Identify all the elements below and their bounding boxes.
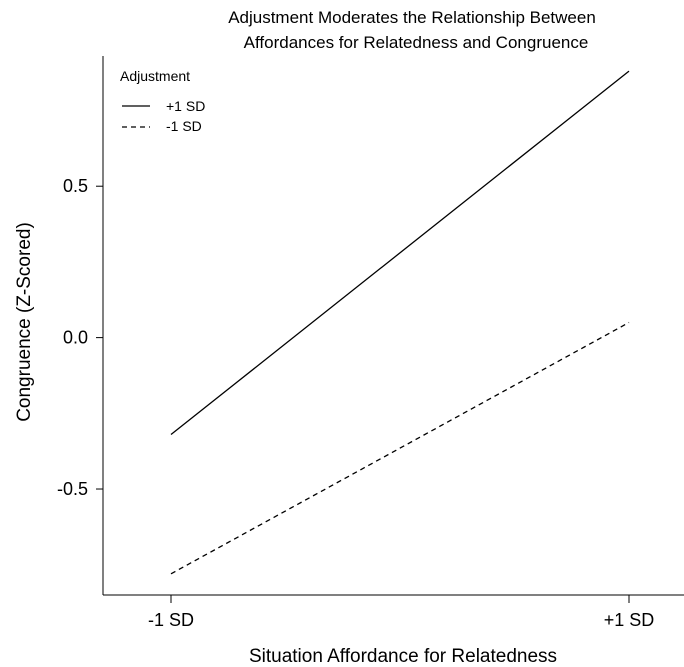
plot-lines	[170, 70, 630, 575]
y-axis-title: Congruence (Z-Scored)	[14, 222, 35, 422]
y-tick-label: -0.5	[57, 479, 88, 499]
legend: Adjustment +1 SD -1 SD	[120, 68, 205, 134]
series-line-1	[170, 70, 630, 436]
y-tick-label: 0.0	[63, 328, 88, 348]
y-tick-label: 0.5	[63, 176, 88, 196]
legend-label-series-1: +1 SD	[166, 98, 205, 114]
legend-title: Adjustment	[120, 68, 190, 84]
x-tick-label: +1 SD	[604, 610, 655, 630]
y-ticks: 0.5 0.0 -0.5	[57, 176, 103, 499]
x-tick-label: -1 SD	[148, 610, 194, 630]
x-ticks: -1 SD +1 SD	[148, 595, 654, 630]
legend-label-series-2: -1 SD	[166, 118, 202, 134]
chart-title-line-2: Affordances for Relatedness and Congruen…	[244, 33, 589, 52]
x-axis-title: Situation Affordance for Relatedness	[249, 646, 557, 667]
chart-title-line-1: Adjustment Moderates the Relationship Be…	[228, 8, 596, 27]
series-line-2	[170, 321, 630, 575]
